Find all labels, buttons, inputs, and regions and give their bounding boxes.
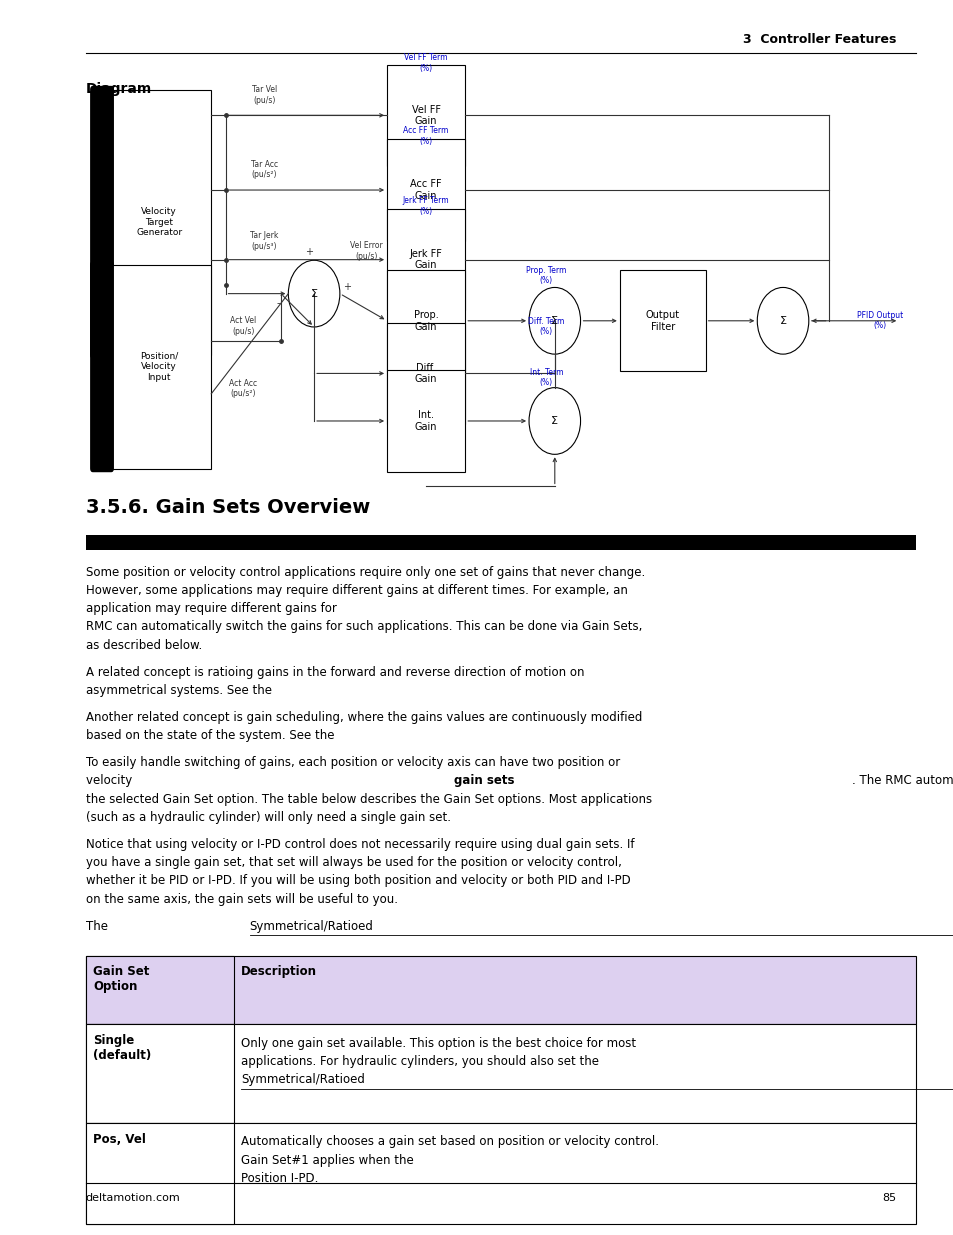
FancyBboxPatch shape [387,370,465,472]
Bar [86,956,915,1024]
Text: Jerk FF
Gain: Jerk FF Gain [409,249,442,270]
Text: Tar Acc
(pu/s²): Tar Acc (pu/s²) [251,161,277,179]
Text: the selected Gain Set option. The table below describes the Gain Set options. Mo: the selected Gain Set option. The table … [86,793,651,805]
Text: Velocity
Target
Generator: Velocity Target Generator [136,207,182,237]
FancyBboxPatch shape [101,90,211,356]
Text: based on the state of the system. See the: based on the state of the system. See th… [86,729,337,742]
Text: Σ: Σ [551,316,558,326]
FancyBboxPatch shape [90,86,113,358]
Text: deltamotion.com: deltamotion.com [86,1193,180,1203]
FancyBboxPatch shape [619,270,705,372]
Circle shape [529,288,580,354]
Text: Only one gain set available. This option is the best choice for most: Only one gain set available. This option… [241,1036,636,1050]
FancyBboxPatch shape [387,322,465,424]
Bar [86,1024,915,1123]
Text: Position I-PD.: Position I-PD. [241,1172,318,1186]
Text: +: + [305,247,313,257]
Text: Vel FF
Gain: Vel FF Gain [412,105,440,126]
Text: . The RMC automatically applies the gains from one of the sets according to: . The RMC automatically applies the gain… [852,774,953,788]
Text: Pos, Vel: Pos, Vel [93,1132,146,1146]
Text: Act Vel
(pu/s): Act Vel (pu/s) [231,316,256,336]
Text: Vel FF Term
(%): Vel FF Term (%) [404,53,447,73]
Text: 85: 85 [882,1193,896,1203]
Text: Some position or velocity control applications require only one set of gains tha: Some position or velocity control applic… [86,566,644,579]
Text: PFID Output
(%): PFID Output (%) [856,311,902,331]
FancyBboxPatch shape [101,264,211,468]
Circle shape [288,261,339,327]
Text: -: - [276,298,280,308]
Text: Int. Term
(%): Int. Term (%) [529,368,562,387]
Text: application may require different gains for: application may require different gains … [86,603,340,615]
Text: However, some applications may require different gains at different times. For e: However, some applications may require d… [86,584,627,597]
Text: Gain Set#1 applies when the: Gain Set#1 applies when the [241,1153,417,1167]
Text: Single
(default): Single (default) [93,1034,152,1062]
Text: on the same axis, the gain sets will be useful to you.: on the same axis, the gain sets will be … [86,893,397,905]
Text: Act Acc
(pu/s²): Act Acc (pu/s²) [230,379,257,399]
Text: A related concept is ratioing gains in the forward and reverse direction of moti: A related concept is ratioing gains in t… [86,666,584,679]
Text: Tar Vel
(pu/s): Tar Vel (pu/s) [252,85,276,105]
Text: Symmetrical/Ratioed: Symmetrical/Ratioed [250,920,374,932]
Text: RMC can automatically switch the gains for such applications. This can be done v: RMC can automatically switch the gains f… [86,620,641,634]
Text: Tar Jerk
(pu/s³): Tar Jerk (pu/s³) [250,231,278,251]
Text: Prop. Term
(%): Prop. Term (%) [526,266,566,285]
Text: To easily handle switching of gains, each position or velocity axis can have two: To easily handle switching of gains, eac… [86,756,619,769]
Bar [86,1024,233,1123]
FancyBboxPatch shape [387,209,465,310]
Bar [86,956,233,1024]
Text: Diff.
Gain: Diff. Gain [415,363,436,384]
Text: 3.5.6. Gain Sets Overview: 3.5.6. Gain Sets Overview [86,498,370,516]
Text: Description: Description [241,965,317,978]
Text: velocity: velocity [86,774,135,788]
Text: Acc FF Term
(%): Acc FF Term (%) [403,126,448,146]
Text: Output
Filter: Output Filter [645,310,679,331]
Text: Another related concept is gain scheduling, where the gains values are continuou: Another related concept is gain scheduli… [86,711,641,724]
Text: Σ: Σ [779,316,785,326]
FancyBboxPatch shape [387,140,465,241]
Text: (such as a hydraulic cylinder) will only need a single gain set.: (such as a hydraulic cylinder) will only… [86,811,451,824]
Text: Prop.
Gain: Prop. Gain [414,310,438,331]
Text: as described below.: as described below. [86,638,202,652]
Text: Diagram: Diagram [86,82,152,95]
Text: Acc FF
Gain: Acc FF Gain [410,179,441,201]
Text: Automatically chooses a gain set based on position or velocity control.: Automatically chooses a gain set based o… [241,1135,659,1149]
Bar [86,1123,233,1224]
FancyBboxPatch shape [387,64,465,165]
Text: you have a single gain set, that set will always be used for the position or vel: you have a single gain set, that set wil… [86,856,621,869]
FancyBboxPatch shape [90,261,113,472]
Text: Int.
Gain: Int. Gain [415,410,436,432]
Text: Notice that using velocity or I-PD control does not necessarily require using du: Notice that using velocity or I-PD contr… [86,837,634,851]
Text: 3  Controller Features: 3 Controller Features [742,32,896,46]
FancyBboxPatch shape [387,270,465,372]
Bar [86,535,915,550]
Text: asymmetrical systems. See the: asymmetrical systems. See the [86,684,275,697]
Text: Vel Error
(pu/s): Vel Error (pu/s) [350,242,382,261]
Text: Position/
Velocity
Input: Position/ Velocity Input [140,352,178,382]
Bar [86,1123,915,1224]
Text: Symmetrical/Ratioed: Symmetrical/Ratioed [241,1073,365,1087]
Text: whether it be PID or I-PD. If you will be using both position and velocity or bo: whether it be PID or I-PD. If you will b… [86,874,630,888]
Circle shape [529,388,580,454]
Text: applications. For hydraulic cylinders, you should also set the: applications. For hydraulic cylinders, y… [241,1055,598,1068]
Text: Gain Set
Option: Gain Set Option [93,965,150,993]
Text: Jerk FF Term
(%): Jerk FF Term (%) [402,196,449,215]
Circle shape [757,288,808,354]
Text: Σ: Σ [311,289,317,299]
Text: +: + [342,282,351,291]
Text: Diff. Term
(%): Diff. Term (%) [528,316,564,336]
Text: The: The [86,920,112,932]
Text: gain sets: gain sets [454,774,515,788]
Text: Σ: Σ [551,416,558,426]
